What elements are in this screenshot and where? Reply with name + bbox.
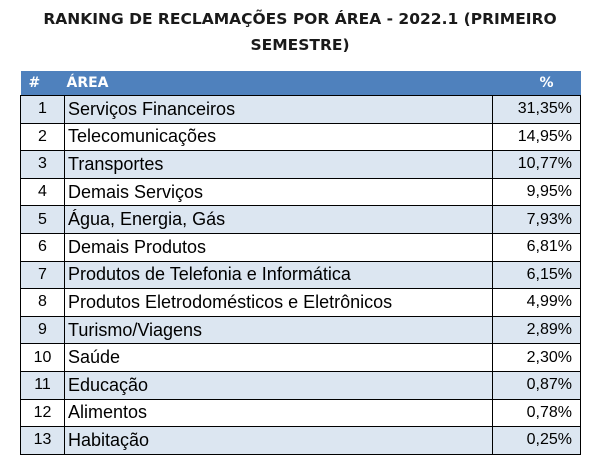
rank-cell: 11 bbox=[20, 370, 65, 400]
percent-cell: 2,30% bbox=[492, 343, 581, 372]
percent-cell: 6,81% bbox=[492, 232, 581, 262]
area-cell: Transportes bbox=[64, 150, 493, 179]
table-header-row: # ÁREA % bbox=[20, 71, 581, 96]
rank-cell: 7 bbox=[20, 260, 65, 290]
column-header-percent: % bbox=[492, 71, 581, 96]
area-cell: Turismo/Viagens bbox=[64, 315, 493, 345]
percent-cell: 4,99% bbox=[492, 288, 581, 317]
percent-cell: 2,89% bbox=[492, 315, 581, 345]
area-cell: Água, Energia, Gás bbox=[64, 205, 493, 234]
table-row: 4 Demais Serviços 9,95% bbox=[20, 177, 581, 207]
table-row: 11 Educação 0,87% bbox=[20, 370, 581, 400]
rank-cell: 1 bbox=[20, 95, 65, 124]
table-row: 8 Produtos Eletrodomésticos e Eletrônicos… bbox=[20, 288, 581, 317]
table-row: 13 Habitação 0,25% bbox=[20, 426, 581, 455]
rank-cell: 8 bbox=[20, 288, 65, 317]
rank-cell: 3 bbox=[20, 150, 65, 179]
rank-cell: 4 bbox=[20, 177, 65, 207]
table-row: 7 Produtos de Telefonia e Informática 6,15… bbox=[20, 260, 581, 290]
area-cell: Telecomunicações bbox=[64, 122, 493, 152]
area-cell: Serviços Financeiros bbox=[64, 95, 493, 124]
ranking-table: # ÁREA % 1 Serviços Financeiros 31,35% 2 Tel… bbox=[20, 71, 581, 455]
column-header-rank: # bbox=[20, 71, 65, 96]
table-row: 5 Água, Energia, Gás 7,93% bbox=[20, 205, 581, 234]
percent-cell: 14,95% bbox=[492, 122, 581, 152]
rank-cell: 6 bbox=[20, 232, 65, 262]
table-row: 1 Serviços Financeiros 31,35% bbox=[20, 95, 581, 124]
table-row: 3 Transportes 10,77% bbox=[20, 150, 581, 179]
percent-cell: 0,78% bbox=[492, 398, 581, 428]
area-cell: Produtos Eletrodomésticos e Eletrônicos bbox=[64, 288, 493, 317]
area-cell: Demais Serviços bbox=[64, 177, 493, 207]
area-cell: Produtos de Telefonia e Informática bbox=[64, 260, 493, 290]
chart-title-line-2: SEMESTRE) bbox=[250, 36, 350, 54]
percent-cell: 9,95% bbox=[492, 177, 581, 207]
rank-cell: 2 bbox=[20, 122, 65, 152]
rank-cell: 10 bbox=[20, 343, 65, 372]
table-row: 9 Turismo/Viagens 2,89% bbox=[20, 315, 581, 345]
percent-cell: 31,35% bbox=[492, 95, 581, 124]
column-header-area: ÁREA bbox=[64, 71, 493, 96]
percent-cell: 6,15% bbox=[492, 260, 581, 290]
table-row: 2 Telecomunicações 14,95% bbox=[20, 122, 581, 152]
area-cell: Alimentos bbox=[64, 398, 493, 428]
rank-cell: 9 bbox=[20, 315, 65, 345]
percent-cell: 0,25% bbox=[492, 426, 581, 455]
percent-cell: 0,87% bbox=[492, 370, 581, 400]
table-row: 6 Demais Produtos 6,81% bbox=[20, 232, 581, 262]
area-cell: Saúde bbox=[64, 343, 493, 372]
rank-cell: 5 bbox=[20, 205, 65, 234]
area-cell: Demais Produtos bbox=[64, 232, 493, 262]
area-cell: Habitação bbox=[64, 426, 493, 455]
rank-cell: 13 bbox=[20, 426, 65, 455]
table-body: 1 Serviços Financeiros 31,35% 2 Telecomunica… bbox=[20, 95, 581, 455]
percent-cell: 10,77% bbox=[492, 150, 581, 179]
rank-cell: 12 bbox=[20, 398, 65, 428]
table-row: 12 Alimentos 0,78% bbox=[20, 398, 581, 428]
percent-cell: 7,93% bbox=[492, 205, 581, 234]
table-row: 10 Saúde 2,30% bbox=[20, 343, 581, 372]
chart-title: RANKING DE RECLAMAÇÕES POR ÁREA - 2022.1… bbox=[0, 6, 600, 58]
chart-title-line-1: RANKING DE RECLAMAÇÕES POR ÁREA - 2022.1… bbox=[43, 10, 557, 28]
area-cell: Educação bbox=[64, 370, 493, 400]
